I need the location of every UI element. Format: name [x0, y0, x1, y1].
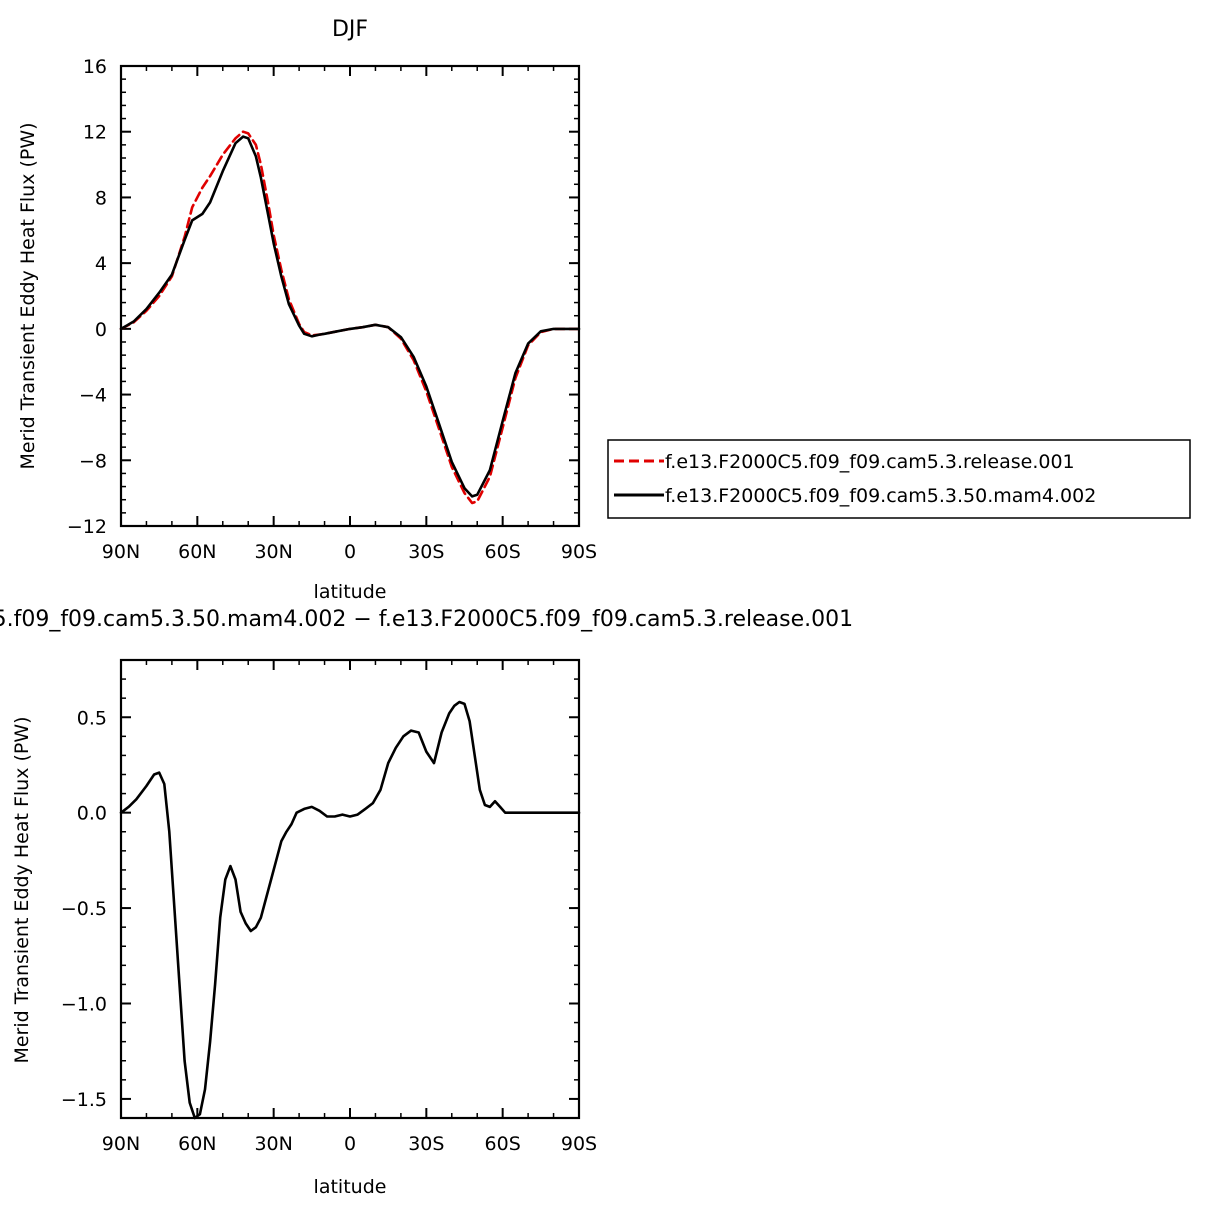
- legend-box: [607, 439, 1191, 519]
- top-xtick-label: 60N: [178, 541, 216, 563]
- top-xtick-label: 90S: [561, 541, 597, 563]
- legend-label-release: f.e13.F2000C5.f09_f09.cam5.3.release.001: [665, 451, 1075, 473]
- top-chart-title: DJF: [332, 17, 368, 42]
- top-chart: DJF Merid Transient Eddy Heat Flux (PW) …: [17, 17, 1191, 603]
- legend-label-mam4: f.e13.F2000C5.f09_f09.cam5.3.50.mam4.002: [665, 485, 1096, 507]
- top-chart-series: [119, 130, 581, 505]
- bottom-xtick-label: 30S: [408, 1133, 444, 1155]
- bottom-xtick-label: 60S: [485, 1133, 521, 1155]
- bottom-ytick-label: −1.5: [61, 1089, 107, 1111]
- bottom-xtick-label: 0: [344, 1133, 356, 1155]
- top-ytick-label: −8: [79, 450, 107, 472]
- bottom-ytick-label: 0.0: [77, 803, 107, 825]
- top-ytick-label: 4: [95, 253, 107, 275]
- bottom-xtick-label: 90S: [561, 1133, 597, 1155]
- bottom-chart-title: f.e13.F2000C5.f09_f09.cam5.3.50.mam4.002…: [0, 607, 853, 632]
- bottom-chart-ticks: 90N 60N 30N 0 30S 60S 90S −1.5 −1.0 −0.5 0.0 0.5: [61, 659, 597, 1155]
- legend: f.e13.F2000C5.f09_f09.cam5.3.release.001…: [607, 439, 1191, 519]
- top-ytick-label: 8: [95, 187, 107, 209]
- bottom-ytick-label: 0.5: [77, 707, 107, 729]
- top-series-line-1: [119, 135, 581, 498]
- bottom-ytick-label: −0.5: [61, 898, 107, 920]
- top-ytick-label: 0: [95, 319, 107, 341]
- top-xtick-label: 60S: [485, 541, 521, 563]
- top-xtick-label: 30N: [254, 541, 292, 563]
- top-series-line-0: [119, 130, 581, 505]
- top-ytick-label: 16: [83, 56, 107, 78]
- top-xtick-label: 0: [344, 541, 356, 563]
- bottom-xtick-label: 90N: [102, 1133, 140, 1155]
- top-xtick-label: 30S: [408, 541, 444, 563]
- top-chart-xlabel: latitude: [314, 581, 387, 603]
- bottom-chart-frame: [119, 658, 581, 1120]
- top-chart-ylabel: Merid Transient Eddy Heat Flux (PW): [17, 122, 39, 469]
- top-ytick-label: −12: [67, 516, 107, 538]
- bottom-chart-xlabel: latitude: [314, 1176, 387, 1198]
- bottom-xtick-label: 60N: [178, 1133, 216, 1155]
- top-ytick-label: −4: [79, 385, 107, 407]
- bottom-chart-series: [119, 700, 581, 1120]
- bottom-ytick-label: −1.0: [61, 994, 107, 1016]
- top-xtick-label: 90N: [102, 541, 140, 563]
- bottom-chart: f.e13.F2000C5.f09_f09.cam5.3.50.mam4.002…: [0, 607, 853, 1198]
- top-chart-frame: [119, 64, 581, 528]
- top-ytick-label: 12: [83, 122, 107, 144]
- bottom-series-line-0: [119, 700, 581, 1120]
- bottom-chart-ylabel: Merid Transient Eddy Heat Flux (PW): [11, 716, 33, 1063]
- bottom-xtick-label: 30N: [254, 1133, 292, 1155]
